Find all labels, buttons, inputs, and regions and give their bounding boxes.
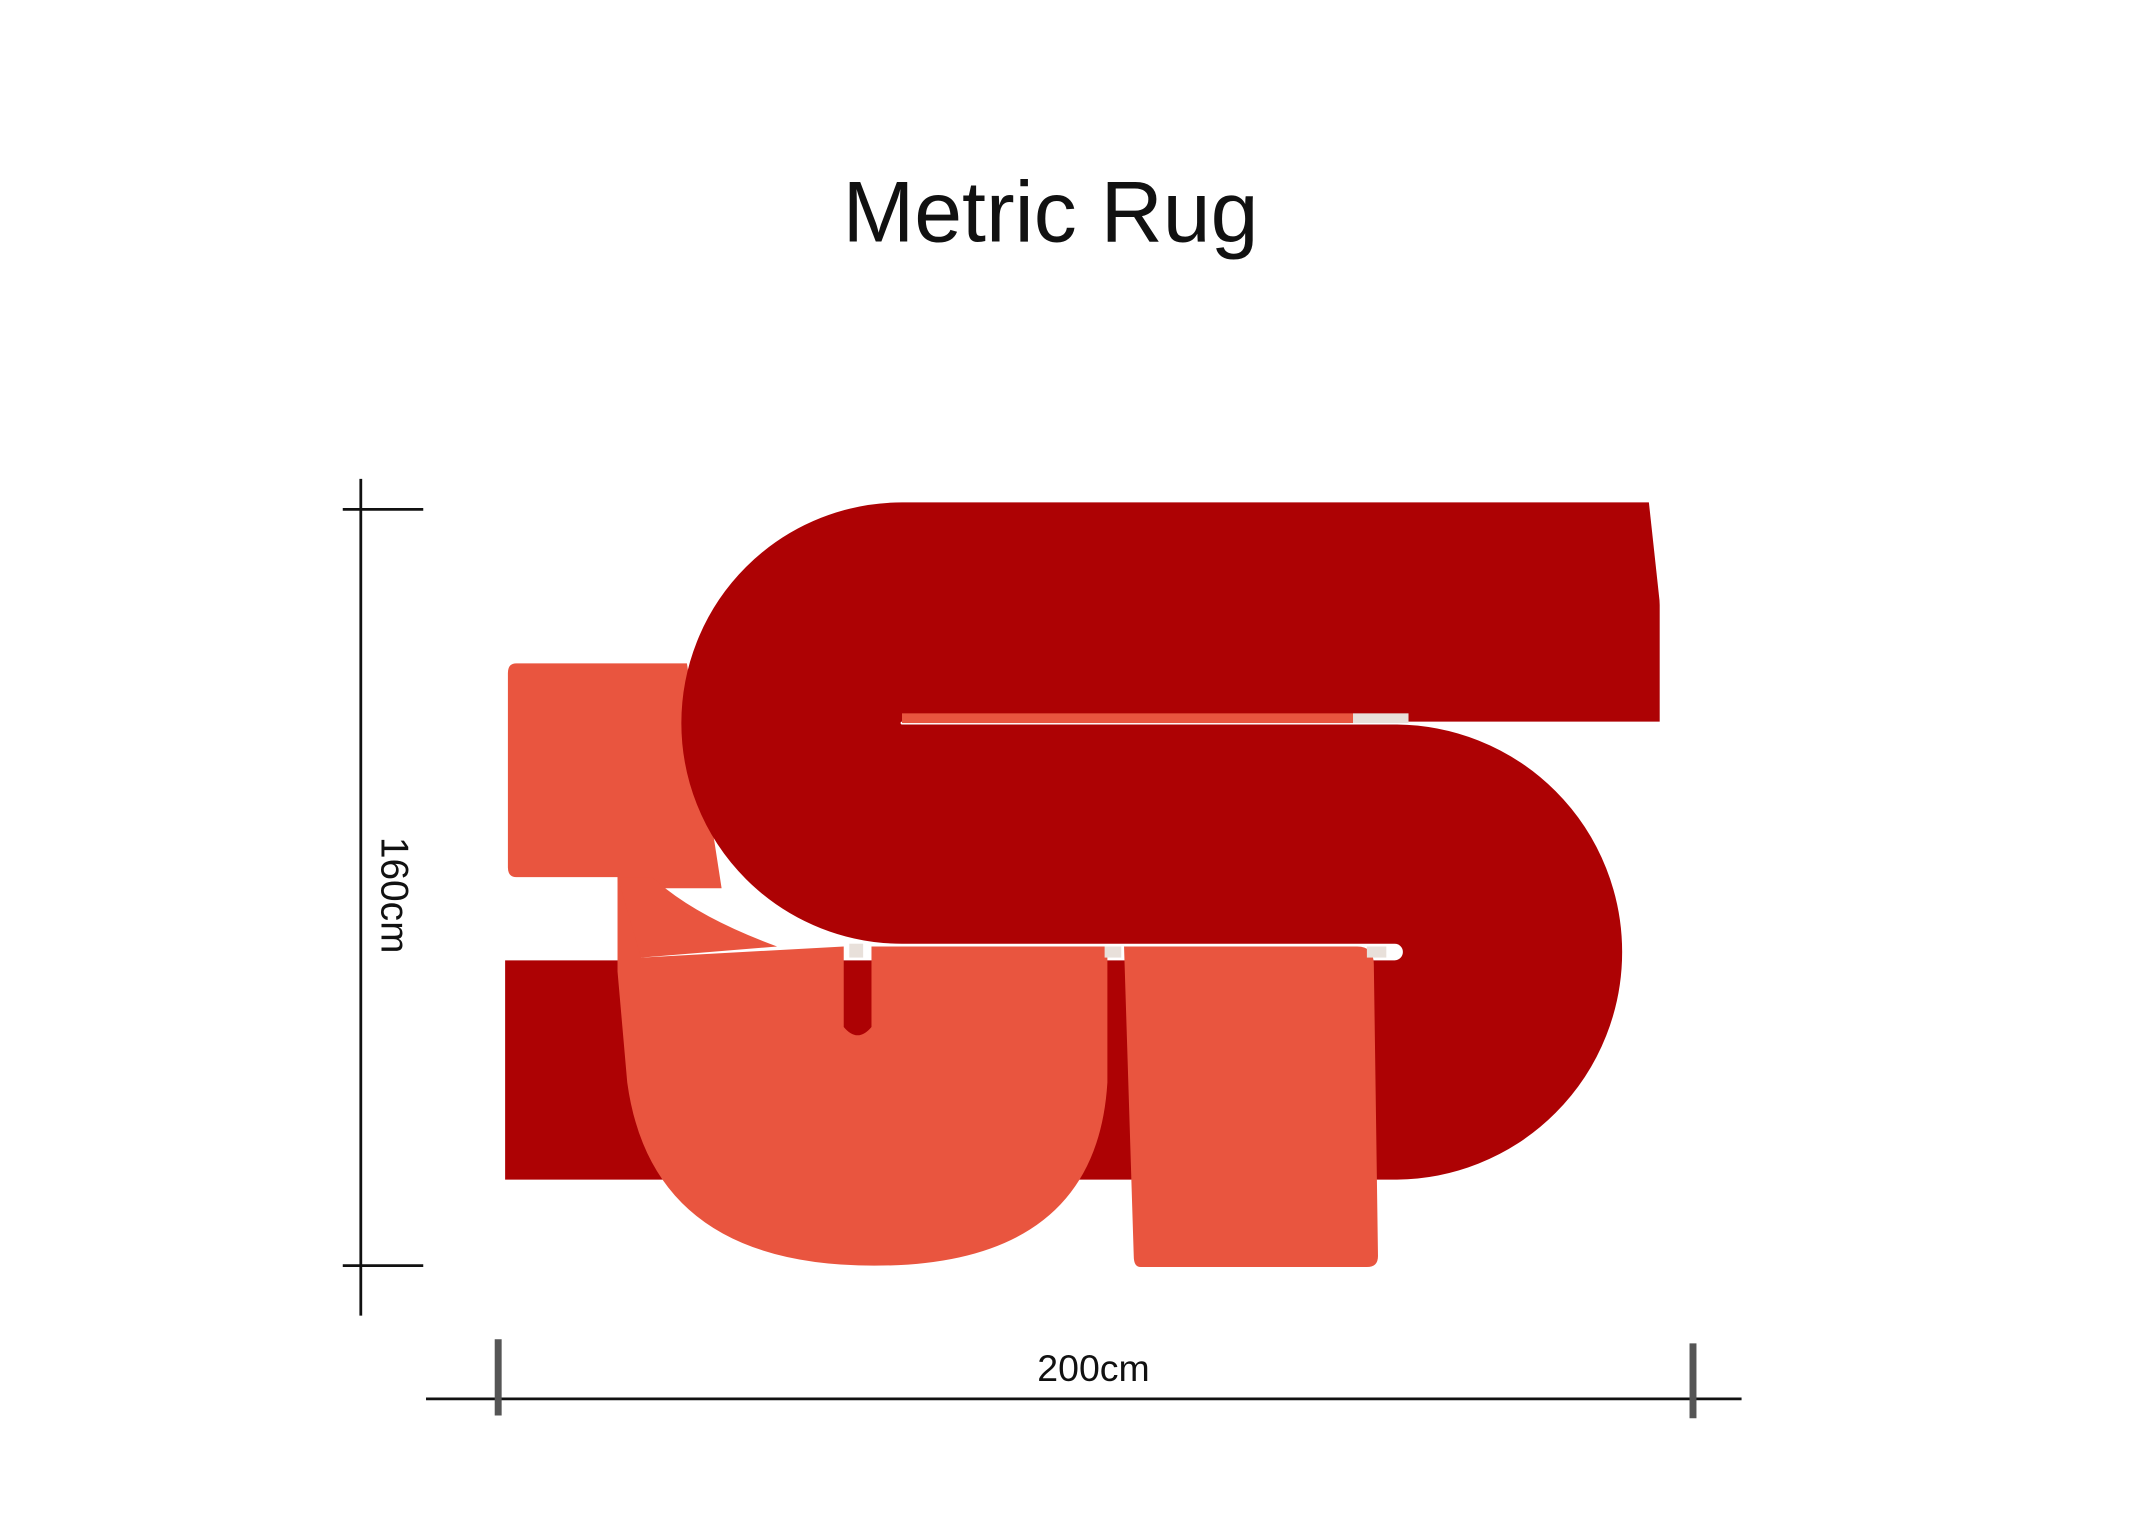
width-label: 200cm (1037, 1347, 1149, 1389)
rug-coral-u (617, 877, 1108, 1266)
rug-coral-u-overlap (617, 877, 778, 958)
rug-gap (849, 943, 864, 958)
rug-gap (1353, 713, 1409, 724)
page-title: Metric Rug (843, 165, 1259, 261)
rug-coral-rect (1124, 946, 1378, 1268)
rug-gap (1366, 946, 1387, 958)
rug-coral-block (507, 663, 722, 972)
rug-gap (1104, 946, 1122, 958)
rug-coral-slit (902, 713, 1354, 724)
rug-band-end (1648, 499, 1687, 722)
rug-dark-s-band (505, 502, 1660, 1180)
height-label: 160cm (373, 837, 416, 954)
